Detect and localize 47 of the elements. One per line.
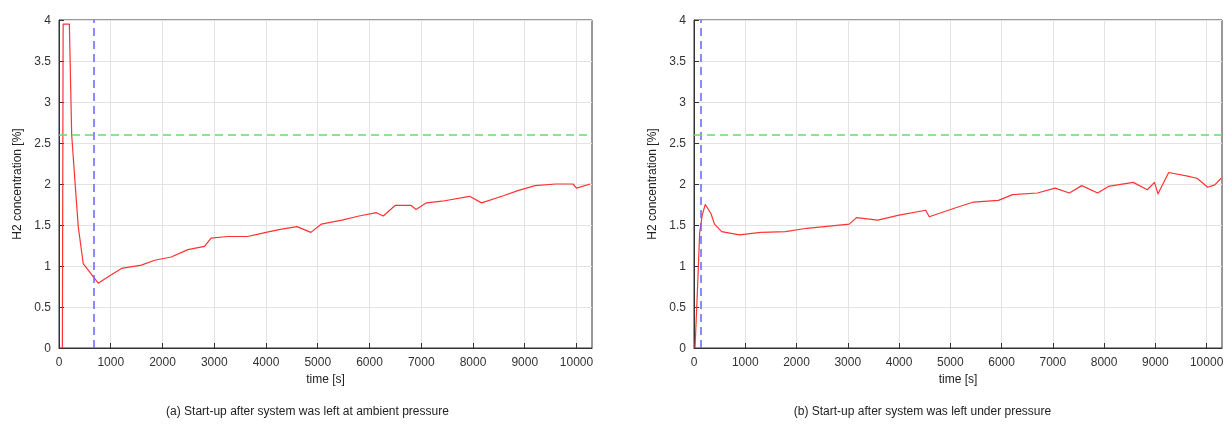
x-tick-label: 3000: [200, 355, 228, 369]
y-axis-title: H2 concentration [%]: [645, 128, 659, 240]
y-tick-label: 2: [44, 177, 52, 191]
x-tick-label: 2000: [783, 355, 811, 369]
x-tick-label: 10000: [559, 355, 594, 369]
x-tick-label: 9000: [511, 355, 539, 369]
x-tick-label: 5000: [304, 355, 332, 369]
y-tick-label: 0.5: [669, 300, 687, 314]
x-tick-label: 1000: [731, 355, 759, 369]
y-tick-label: 4: [44, 13, 52, 27]
x-tick-label: 7000: [407, 355, 435, 369]
x-tick-label: 2000: [149, 355, 177, 369]
y-tick-label: 4: [679, 13, 687, 27]
text: (b) Start-up after system was left under pressure: [793, 404, 1052, 418]
x-tick-label: 4000: [252, 355, 280, 369]
y-tick-label: 3: [679, 95, 687, 109]
x-tick-label: 0: [690, 355, 698, 369]
y-tick-label: 2.5: [34, 136, 52, 150]
line-series: [61, 23, 591, 349]
y-tick-label: 2.5: [669, 136, 687, 150]
y-tick-label: 1: [679, 259, 687, 273]
y-tick-label: 2: [679, 177, 687, 191]
x-tick-label: 6000: [356, 355, 384, 369]
x-tick-label: 7000: [1039, 355, 1067, 369]
y-tick-label: 0: [44, 341, 52, 355]
x-tick-label: 10000: [1189, 355, 1224, 369]
y-axis-title: H2 concentration [%]: [10, 128, 24, 240]
y-tick-label: 3.5: [669, 54, 687, 68]
x-tick-label: 8000: [1090, 355, 1118, 369]
x-tick-label: 9000: [1142, 355, 1170, 369]
y-tick-label: 1.5: [34, 218, 52, 232]
y-tick-label: 0.5: [34, 300, 52, 314]
x-tick-label: 1000: [97, 355, 125, 369]
x-tick-label: 5000: [936, 355, 964, 369]
y-tick-label: 0: [679, 341, 687, 355]
y-tick-label: 1: [44, 259, 52, 273]
y-tick-label: 3.5: [34, 54, 52, 68]
x-axis-title: time [s]: [938, 371, 978, 386]
x-tick-label: 0: [55, 355, 63, 369]
x-tick-label: 3000: [834, 355, 862, 369]
x-tick-label: 8000: [459, 355, 487, 369]
x-tick-label: 4000: [885, 355, 913, 369]
x-axis-title: time [s]: [306, 371, 345, 386]
y-tick-label: 3: [44, 95, 52, 109]
x-tick-label: 6000: [988, 355, 1016, 369]
y-tick-label: 1.5: [669, 218, 687, 232]
text: (a) Start-up after system was left at ambient pressure: [166, 404, 450, 418]
